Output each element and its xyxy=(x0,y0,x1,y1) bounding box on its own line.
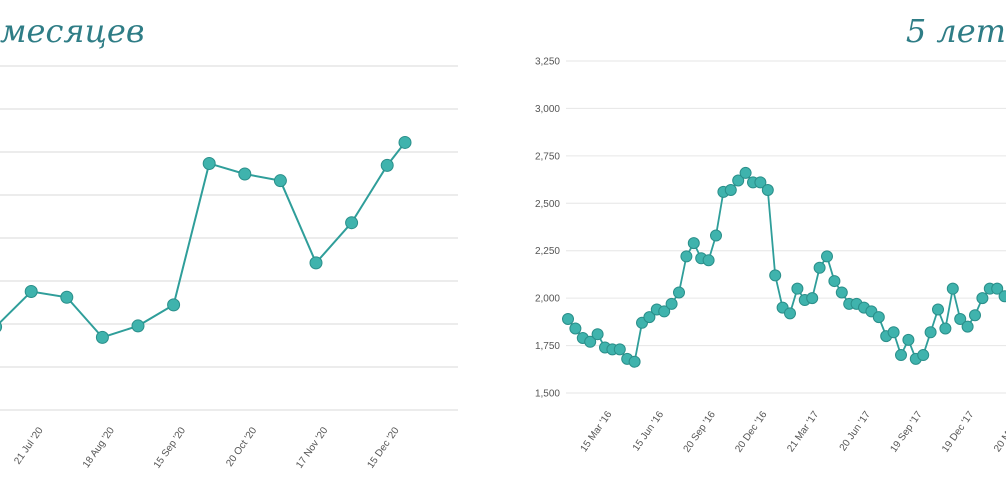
left-data-point xyxy=(60,290,74,304)
right-data-point xyxy=(643,311,656,324)
right-x-tick-label: 19 Sep '17 xyxy=(888,409,925,455)
left-data-point xyxy=(309,256,323,270)
right-x-tick-label: 21 Mar '17 xyxy=(785,409,821,454)
right-data-point xyxy=(932,303,944,316)
right-data-point xyxy=(665,297,678,310)
right-y-tick-label: 2,500 xyxy=(535,199,560,210)
left-x-tick-label: 20 Oct '20 xyxy=(224,425,259,469)
right-y-tick-label: 3,000 xyxy=(535,104,560,115)
left-data-point xyxy=(202,156,216,170)
left-data-point xyxy=(380,158,394,172)
right-data-point xyxy=(761,184,774,197)
right-data-point xyxy=(813,261,826,274)
left-data-point xyxy=(167,298,181,312)
right-data-point xyxy=(613,343,626,356)
right-data-point xyxy=(961,320,974,333)
right-data-point xyxy=(628,355,641,368)
right-x-tick-label: 20 Jun '17 xyxy=(838,409,874,453)
left-x-tick-label: 15 Sep '20 xyxy=(152,425,189,471)
right-data-point xyxy=(673,286,685,299)
left-series-line xyxy=(0,141,406,339)
right-data-point xyxy=(591,328,604,341)
right-x-tick-label: 15 Jun '16 xyxy=(631,409,667,453)
right-data-point xyxy=(946,282,959,295)
right-data-point xyxy=(954,313,967,326)
left-x-tick-label: 15 Dec '20 xyxy=(365,425,402,471)
right-data-point xyxy=(821,250,833,263)
left-data-point xyxy=(24,285,38,299)
right-y-tick-label: 1,500 xyxy=(535,389,560,400)
right-data-point xyxy=(702,254,715,267)
right-data-point xyxy=(872,311,885,324)
right-data-point xyxy=(806,292,819,305)
right-data-point xyxy=(902,333,915,346)
right-data-point xyxy=(754,176,767,189)
right-series-line xyxy=(567,171,1006,363)
right-data-point xyxy=(769,269,782,282)
left-chart-title: месяцев xyxy=(0,12,144,50)
right-data-point xyxy=(791,282,804,295)
right-x-tick-label: 15 Mar '16 xyxy=(579,409,615,454)
right-data-point xyxy=(680,250,693,263)
right-x-tick-label: 20 Mar '18 xyxy=(992,409,1006,454)
right-data-point xyxy=(739,166,752,179)
left-data-point xyxy=(238,167,252,181)
right-data-point xyxy=(687,237,700,250)
right-data-point xyxy=(710,229,722,242)
right-data-point xyxy=(939,322,952,335)
right-y-tick-label: 1,750 xyxy=(535,341,560,352)
right-data-point xyxy=(924,326,937,339)
right-data-point xyxy=(976,292,989,305)
right-x-tick-label: 20 Sep '16 xyxy=(682,409,719,455)
left-data-point xyxy=(345,216,359,230)
right-data-point xyxy=(828,275,841,288)
right-data-point xyxy=(835,286,848,299)
right-chart-title: 5 лет xyxy=(906,12,1006,50)
left-x-tick-label: 21 Jul '20 xyxy=(12,425,46,466)
right-data-point xyxy=(732,174,745,187)
left-x-tick-label: 17 Nov '20 xyxy=(294,425,331,471)
right-data-point xyxy=(991,282,1004,295)
right-data-point xyxy=(917,349,930,362)
right-data-point xyxy=(658,305,671,318)
right-data-point xyxy=(887,326,900,339)
right-x-tick-label: 20 Dec '16 xyxy=(733,409,770,455)
left-data-point xyxy=(0,322,3,332)
left-data-point xyxy=(131,319,145,333)
right-y-tick-label: 3,250 xyxy=(535,57,560,68)
right-chart: 3,250 3,000 2,750 2,500 2,250 2,000 1,750 1,500… xyxy=(535,57,1006,455)
left-x-tick-label: 18 Aug '20 xyxy=(81,425,117,470)
right-data-point xyxy=(895,349,907,362)
right-y-tick-label: 2,750 xyxy=(535,151,560,162)
left-data-point xyxy=(95,330,109,344)
right-x-tick-label: 19 Dec '17 xyxy=(940,409,977,455)
right-y-tick-label: 2,250 xyxy=(535,246,560,257)
right-data-point xyxy=(724,184,737,197)
right-data-point xyxy=(584,335,597,348)
left-data-point xyxy=(398,135,412,149)
left-data-point xyxy=(273,174,287,188)
right-y-tick-label: 2,000 xyxy=(535,294,560,305)
right-data-point xyxy=(569,322,582,335)
right-data-point xyxy=(969,309,981,322)
right-data-point xyxy=(562,313,574,326)
right-data-point xyxy=(784,307,796,320)
right-data-point xyxy=(998,290,1006,303)
